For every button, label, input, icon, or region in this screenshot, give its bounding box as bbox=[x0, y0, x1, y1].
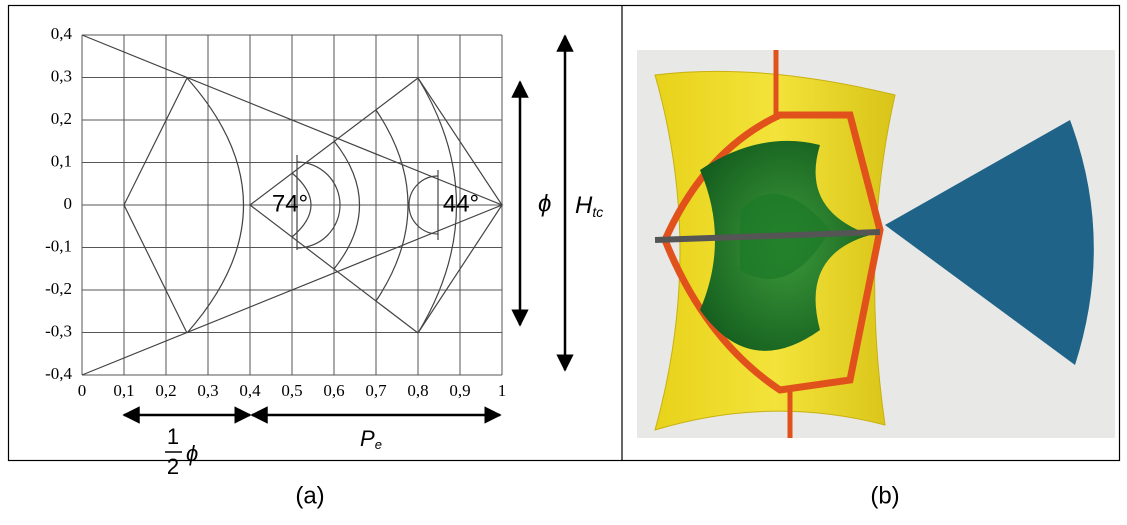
x-tick-label: 0,4 bbox=[239, 381, 261, 400]
x-tick-label: 0,5 bbox=[281, 381, 302, 400]
p-sub: e bbox=[375, 437, 382, 452]
y-tick-label: -0,2 bbox=[45, 279, 72, 298]
y-tick-label: 0,4 bbox=[51, 24, 73, 43]
caption: (a) bbox=[295, 482, 324, 509]
y-tick-label: -0,3 bbox=[45, 321, 72, 340]
h-main: H bbox=[575, 192, 593, 219]
x-tick-label: 0,8 bbox=[407, 381, 428, 400]
x-tick-label: 0,9 bbox=[449, 381, 470, 400]
x-tick-label: 0,2 bbox=[155, 381, 176, 400]
photo bbox=[637, 50, 1115, 438]
x-tick-label: 0,3 bbox=[197, 381, 218, 400]
phi-label: ϕ bbox=[538, 190, 551, 217]
x-tick-label: 0,1 bbox=[113, 381, 134, 400]
caption: (b) bbox=[870, 482, 899, 509]
h-label: Htc bbox=[575, 192, 603, 219]
p-label: Pe bbox=[360, 426, 382, 453]
x-tick-label: 0,7 bbox=[365, 381, 387, 400]
angle-label: 44° bbox=[443, 190, 479, 217]
half-numerator: 1 bbox=[167, 424, 179, 449]
x-tick-label: 0 bbox=[78, 381, 87, 400]
y-tick-label: 0 bbox=[64, 194, 73, 213]
h-sub: tc bbox=[592, 204, 603, 220]
p-main: P bbox=[360, 426, 375, 451]
y-tick-label: 0,1 bbox=[51, 151, 72, 170]
angle-label: 74° bbox=[272, 190, 308, 217]
half-denominator: 2 bbox=[167, 454, 179, 479]
y-tick-label: -0,1 bbox=[45, 236, 72, 255]
y-tick-label: -0,4 bbox=[45, 364, 72, 383]
x-tick-label: 1 bbox=[498, 381, 507, 400]
figure: 0 0,1 0,2 0,3 0,4 0,5 0,6 0,7 0,8 0,9 1 0,4 0,3 0,2 0,… bbox=[0, 0, 1127, 525]
half-phi: ϕ bbox=[186, 441, 198, 466]
x-tick-label: 0,6 bbox=[323, 381, 344, 400]
y-tick-label: 0,3 bbox=[51, 66, 72, 85]
y-tick-label: 0,2 bbox=[51, 109, 72, 128]
